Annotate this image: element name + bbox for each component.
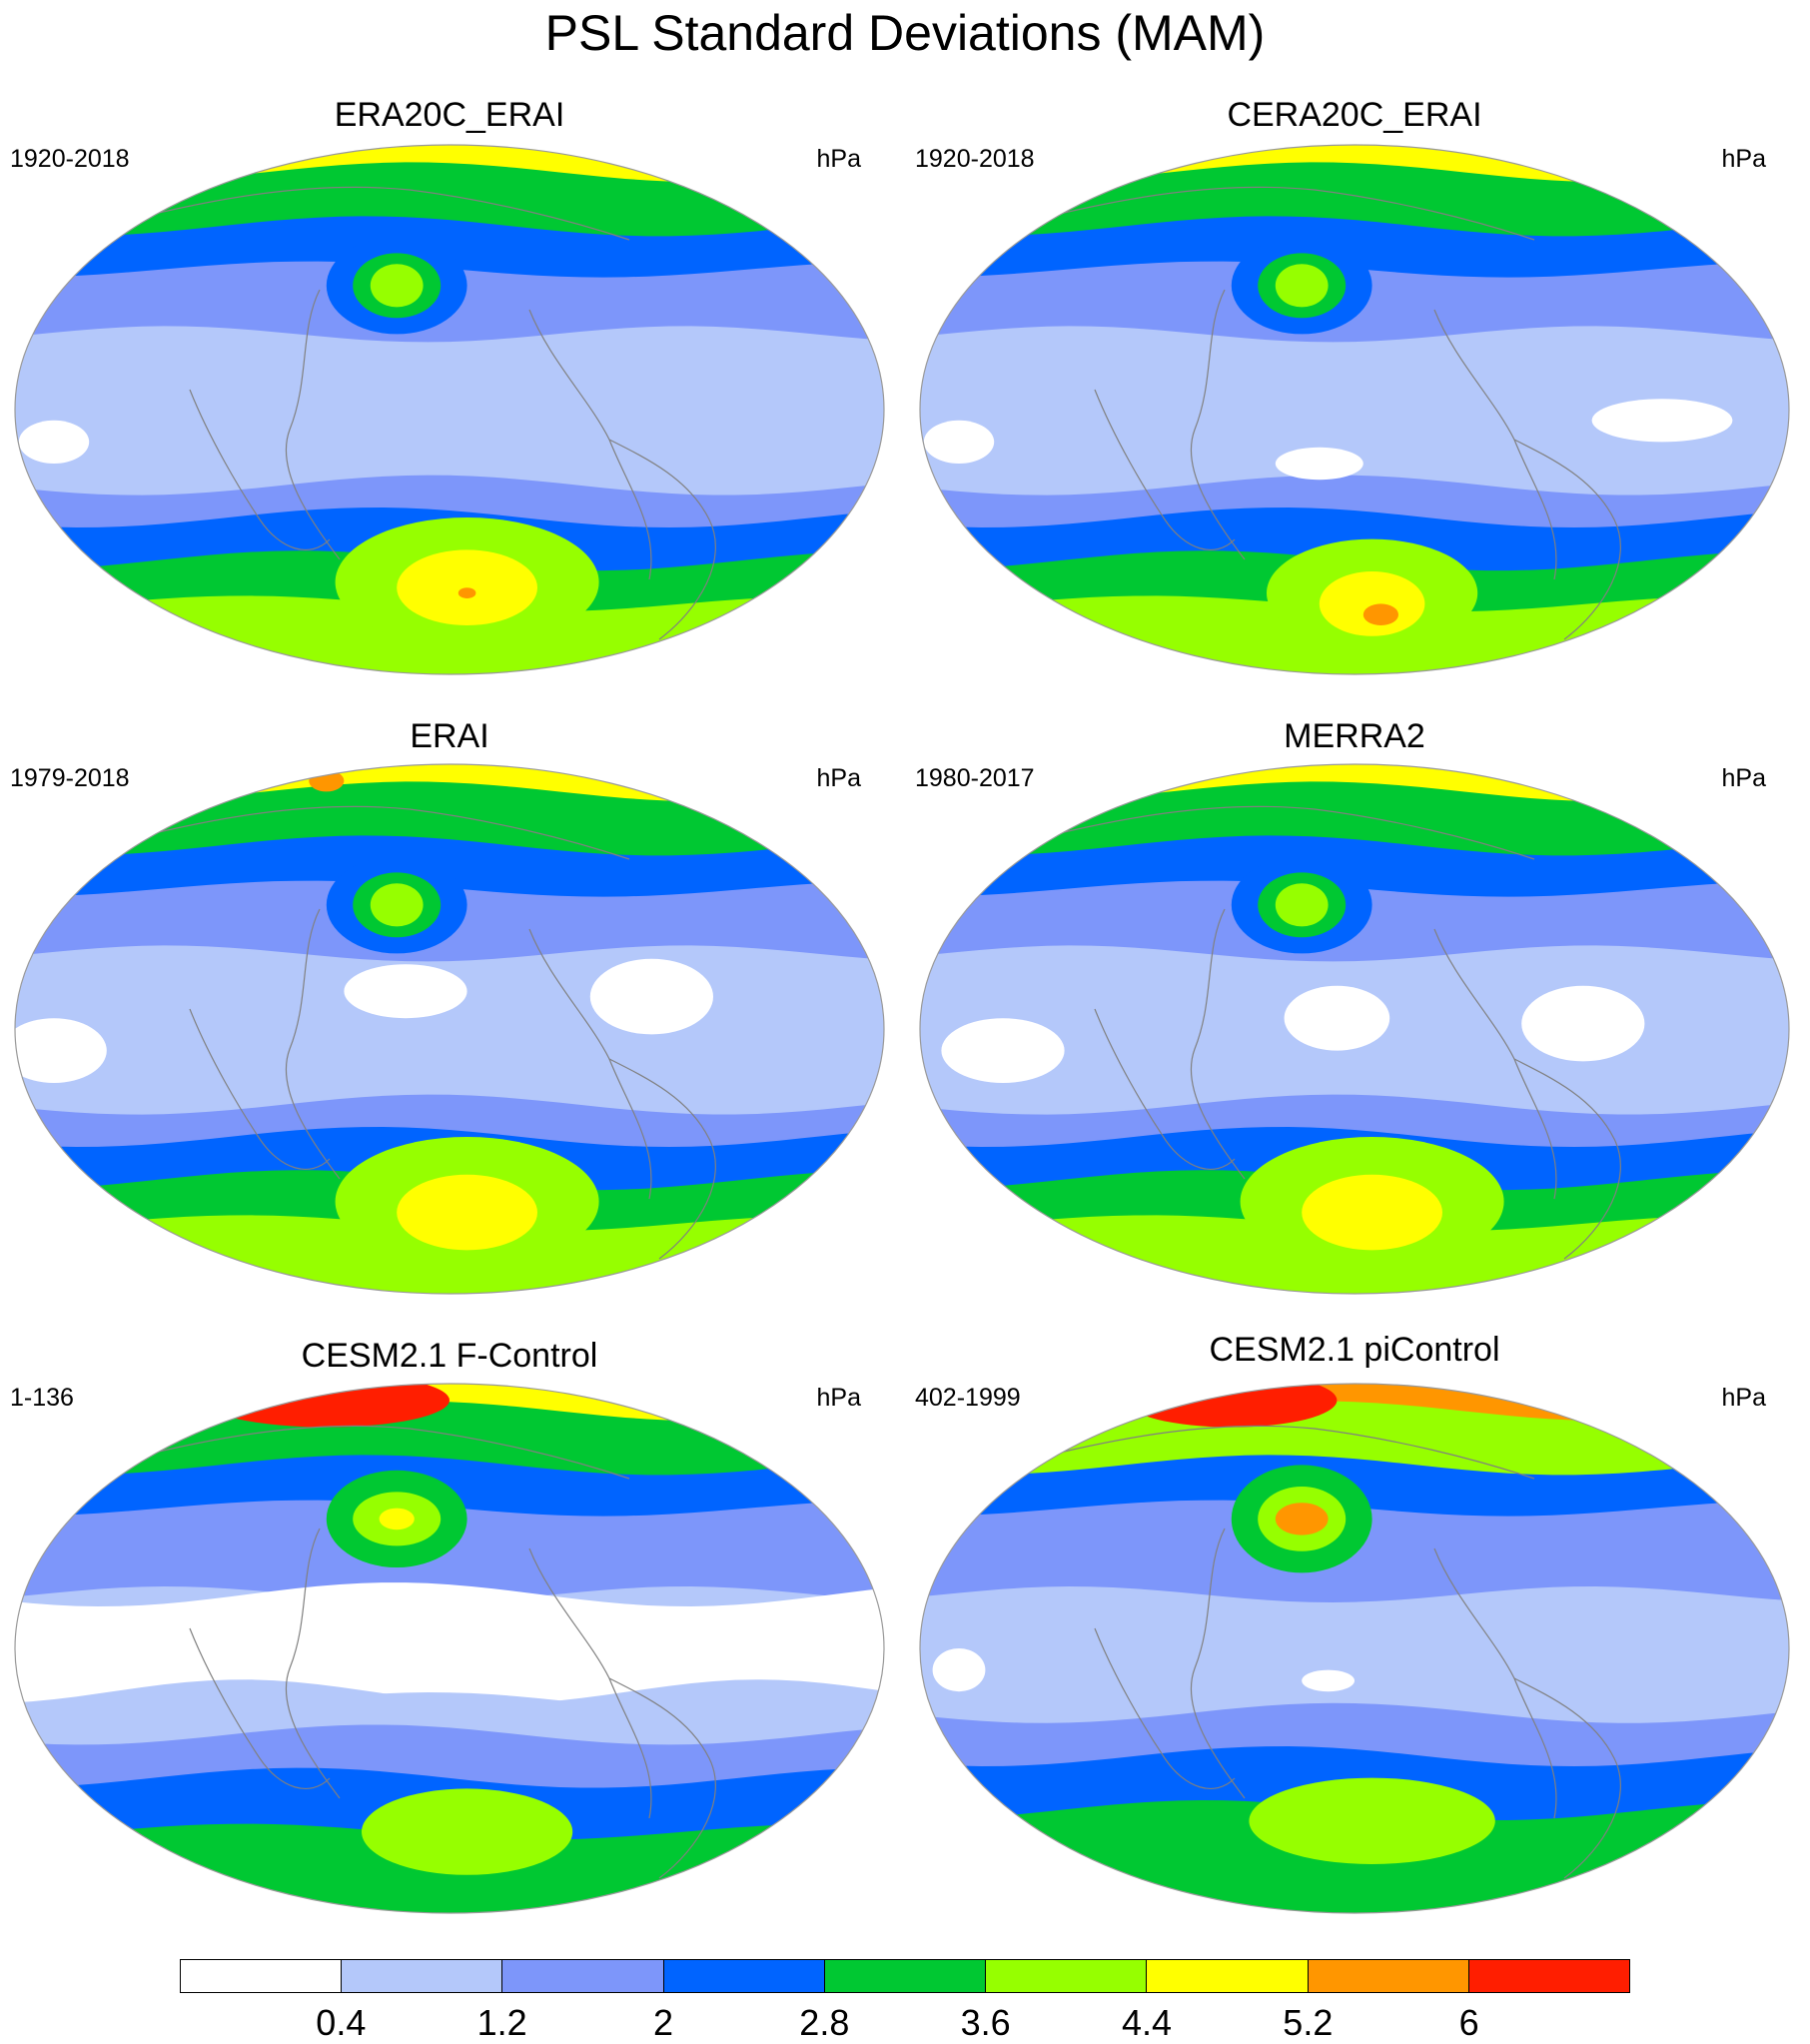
- panel-5-units: hPa: [816, 1384, 861, 1412]
- panel-3-units: hPa: [816, 764, 861, 792]
- panel-2-units: hPa: [1721, 145, 1766, 173]
- panel-4-map: [919, 763, 1790, 1295]
- panel-1-period: 1920-2018: [10, 145, 130, 173]
- colorbar-label: 2: [652, 2002, 674, 2043]
- panel-4-units: hPa: [1721, 764, 1766, 792]
- panel-6-period: 402-1999: [915, 1384, 1021, 1412]
- panel-1-title: ERA20C_ERAI: [334, 96, 565, 134]
- panel-3-title: ERAI: [410, 717, 489, 755]
- panel-4-period: 1980-2017: [915, 764, 1035, 792]
- colorbar-label: 1.2: [476, 2002, 527, 2043]
- colorbar-label: 5.2: [1283, 2002, 1334, 2043]
- colorbar: [180, 1959, 1630, 1993]
- panel-3-period: 1979-2018: [10, 764, 130, 792]
- colorbar-box-6: [1147, 1960, 1309, 1992]
- colorbar-box-4: [824, 1960, 987, 1992]
- panel-2-map: [919, 144, 1790, 675]
- panel-6-units: hPa: [1721, 1384, 1766, 1412]
- figure-title: PSL Standard Deviations (MAM): [544, 5, 1266, 61]
- colorbar-label: 6: [1458, 2002, 1479, 2043]
- panel-1-map: [14, 144, 885, 675]
- colorbar-box-3: [663, 1960, 825, 1992]
- panel-2-title: CERA20C_ERAI: [1227, 96, 1482, 134]
- colorbar-label: 2.8: [799, 2002, 850, 2043]
- colorbar-label: 0.4: [316, 2002, 367, 2043]
- panel-5-map: [14, 1383, 885, 1914]
- panel-6-map: [919, 1383, 1790, 1914]
- panel-2-period: 1920-2018: [915, 145, 1035, 173]
- colorbar-label: 3.6: [960, 2002, 1011, 2043]
- panel-4-title: MERRA2: [1284, 717, 1425, 755]
- panel-5-period: 1-136: [10, 1384, 74, 1412]
- panel-5-title: CESM2.1 F-Control: [301, 1337, 598, 1375]
- colorbar-box-0: [181, 1960, 343, 1992]
- colorbar-box-8: [1468, 1960, 1629, 1992]
- panel-3-map: [14, 763, 885, 1295]
- panel-6-title: CESM2.1 piControl: [1209, 1331, 1500, 1369]
- colorbar-box-5: [986, 1960, 1148, 1992]
- colorbar-label: 4.4: [1121, 2002, 1173, 2043]
- colorbar-box-7: [1308, 1960, 1469, 1992]
- panel-1-units: hPa: [816, 145, 861, 173]
- colorbar-box-1: [342, 1960, 503, 1992]
- colorbar-box-2: [502, 1960, 664, 1992]
